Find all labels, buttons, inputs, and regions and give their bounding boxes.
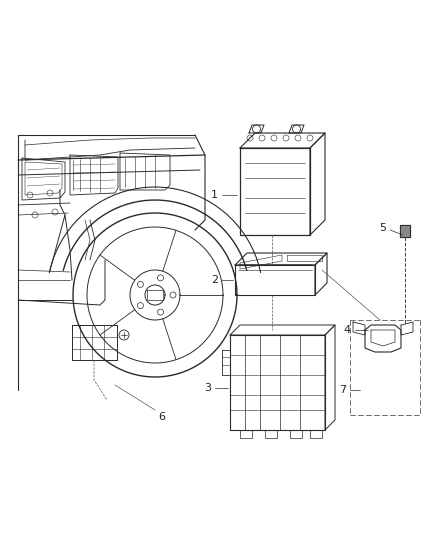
Text: 6: 6 xyxy=(158,412,165,422)
Text: 3: 3 xyxy=(204,383,211,393)
Text: 2: 2 xyxy=(211,275,218,285)
Text: 7: 7 xyxy=(339,385,346,395)
Text: 5: 5 xyxy=(379,223,386,233)
Polygon shape xyxy=(400,225,410,237)
Text: 4: 4 xyxy=(344,325,351,335)
Text: 1: 1 xyxy=(211,190,218,200)
